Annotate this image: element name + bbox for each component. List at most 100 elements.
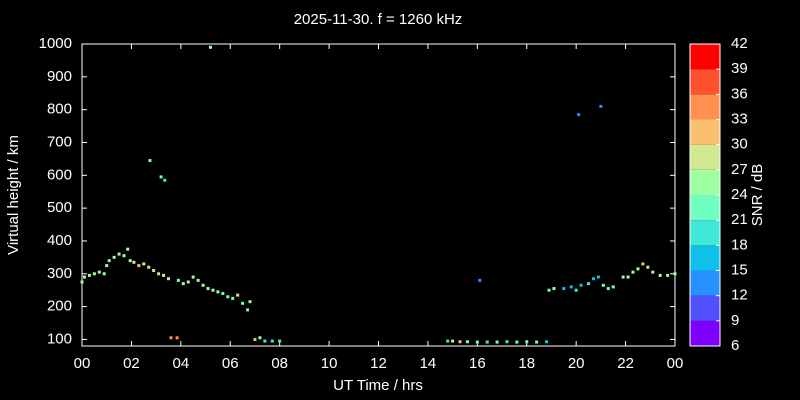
colorbar-tick-label: 12 bbox=[731, 287, 748, 304]
colorbar-band bbox=[690, 195, 720, 221]
point bbox=[137, 264, 141, 268]
colorbar-tick-label: 39 bbox=[731, 60, 748, 77]
point bbox=[673, 272, 677, 276]
point bbox=[562, 287, 566, 291]
colorbar-band bbox=[690, 270, 720, 296]
y-tick-label: 600 bbox=[47, 166, 72, 183]
point bbox=[148, 159, 152, 163]
colorbar-tick-label: 33 bbox=[731, 110, 748, 127]
point bbox=[216, 290, 220, 294]
point bbox=[105, 264, 109, 268]
y-tick-label: 900 bbox=[47, 68, 72, 85]
x-tick-label: 16 bbox=[469, 355, 486, 372]
point bbox=[636, 267, 640, 271]
point bbox=[547, 288, 551, 292]
point bbox=[465, 340, 469, 344]
point bbox=[651, 270, 655, 274]
point bbox=[176, 278, 180, 282]
chart-title: 2025-11-30. f = 1260 kHz bbox=[294, 11, 463, 28]
point bbox=[92, 272, 96, 276]
point bbox=[157, 272, 161, 276]
point bbox=[208, 45, 212, 49]
point bbox=[175, 336, 179, 340]
colorbar-band bbox=[690, 44, 720, 70]
y-tick-label: 200 bbox=[47, 298, 72, 315]
point bbox=[128, 259, 132, 263]
point bbox=[163, 178, 167, 182]
point bbox=[552, 287, 556, 291]
point bbox=[446, 339, 450, 343]
point bbox=[574, 288, 578, 292]
x-tick-label: 08 bbox=[271, 355, 288, 372]
point bbox=[107, 259, 111, 263]
point bbox=[162, 273, 166, 277]
y-tick-label: 400 bbox=[47, 232, 72, 249]
x-tick-label: 20 bbox=[568, 355, 585, 372]
x-tick-label: 22 bbox=[617, 355, 634, 372]
point bbox=[87, 273, 91, 277]
point bbox=[191, 275, 195, 279]
point bbox=[646, 265, 650, 269]
colorbar-band bbox=[690, 69, 720, 95]
point bbox=[258, 336, 262, 340]
point bbox=[241, 301, 245, 305]
point bbox=[122, 254, 126, 258]
x-tick-label: 04 bbox=[172, 355, 189, 372]
point bbox=[621, 275, 625, 279]
point bbox=[545, 340, 549, 344]
point bbox=[181, 282, 185, 286]
y-tick-label: 700 bbox=[47, 133, 72, 150]
point bbox=[221, 291, 225, 295]
point bbox=[601, 283, 605, 287]
colorbar-tick-label: 30 bbox=[731, 136, 748, 153]
point bbox=[270, 339, 274, 343]
point bbox=[485, 340, 489, 344]
colorbar-band bbox=[690, 220, 720, 246]
point bbox=[579, 283, 583, 287]
point bbox=[515, 340, 519, 344]
point bbox=[142, 262, 146, 266]
x-tick-label: 00 bbox=[667, 355, 684, 372]
point bbox=[196, 278, 200, 282]
point bbox=[475, 340, 479, 344]
point bbox=[606, 287, 610, 291]
colorbar-band bbox=[690, 245, 720, 271]
point bbox=[248, 300, 252, 304]
point bbox=[211, 288, 215, 292]
point bbox=[97, 270, 101, 274]
point bbox=[169, 336, 173, 340]
point bbox=[246, 308, 250, 312]
point bbox=[611, 285, 615, 289]
point bbox=[206, 287, 210, 291]
point bbox=[147, 265, 151, 269]
colorbar-band bbox=[690, 320, 720, 346]
x-tick-label: 10 bbox=[321, 355, 338, 372]
point bbox=[201, 283, 205, 287]
colorbar-tick-label: 42 bbox=[731, 35, 748, 52]
x-tick-label: 12 bbox=[370, 355, 387, 372]
colorbar-tick-label: 27 bbox=[731, 161, 748, 178]
point bbox=[525, 340, 529, 344]
point bbox=[117, 252, 121, 256]
point bbox=[505, 340, 509, 344]
y-tick-label: 1000 bbox=[39, 35, 72, 52]
point bbox=[666, 273, 670, 277]
point bbox=[112, 255, 116, 259]
point bbox=[236, 293, 240, 297]
colorbar-tick-label: 21 bbox=[731, 211, 748, 228]
point bbox=[231, 296, 235, 300]
x-tick-label: 06 bbox=[222, 355, 239, 372]
colorbar-tick-label: 9 bbox=[731, 312, 739, 329]
point bbox=[451, 339, 455, 343]
colorbar-band bbox=[690, 295, 720, 321]
x-tick-label: 00 bbox=[74, 355, 91, 372]
point bbox=[535, 340, 539, 344]
point bbox=[263, 339, 267, 343]
colorbar-band bbox=[690, 94, 720, 120]
point bbox=[495, 340, 499, 344]
point bbox=[166, 277, 170, 281]
point bbox=[253, 337, 257, 341]
